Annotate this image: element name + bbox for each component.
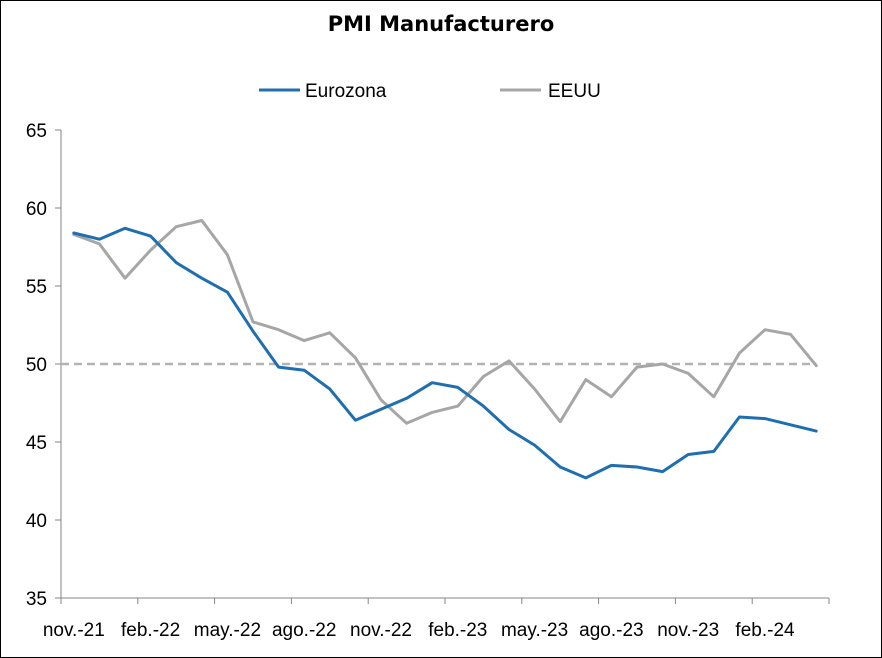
y-tick-label: 50 bbox=[26, 355, 47, 376]
legend-label-eurozona: Eurozona bbox=[305, 81, 387, 102]
x-tick-label: feb.-22 bbox=[121, 620, 180, 641]
y-tick-label: 65 bbox=[26, 121, 47, 142]
y-tick-label: 60 bbox=[26, 199, 47, 220]
legend-label-eeuu: EEUU bbox=[548, 81, 601, 102]
series-line-eurozona bbox=[72, 226, 818, 480]
legend: Eurozona EEUU bbox=[259, 81, 601, 102]
y-tick-label: 35 bbox=[26, 589, 47, 610]
y-tick-label: 55 bbox=[26, 277, 47, 298]
series-line-eeuu bbox=[72, 219, 818, 425]
x-tick-label: ago.-22 bbox=[272, 620, 336, 641]
x-tick-label: nov.-22 bbox=[350, 620, 412, 641]
y-tick-label: 40 bbox=[26, 511, 47, 532]
x-tick-label: ago.-23 bbox=[579, 620, 643, 641]
x-tick-label: feb.-24 bbox=[735, 620, 795, 641]
x-tick-label: feb.-23 bbox=[428, 620, 487, 641]
axes: 35 40 45 50 55 60 65 nov.-21 feb.-22 may.-22 ago.-… bbox=[26, 121, 830, 641]
y-tick-label: 45 bbox=[26, 433, 47, 454]
x-tick-label: may.-22 bbox=[194, 620, 261, 641]
x-tick-label: nov.-23 bbox=[657, 620, 719, 641]
x-tick-label: may.-23 bbox=[501, 620, 568, 641]
chart-title: PMI Manufacturero bbox=[327, 12, 555, 36]
x-tick-label: nov.-21 bbox=[43, 620, 105, 641]
series-lines bbox=[72, 219, 818, 480]
